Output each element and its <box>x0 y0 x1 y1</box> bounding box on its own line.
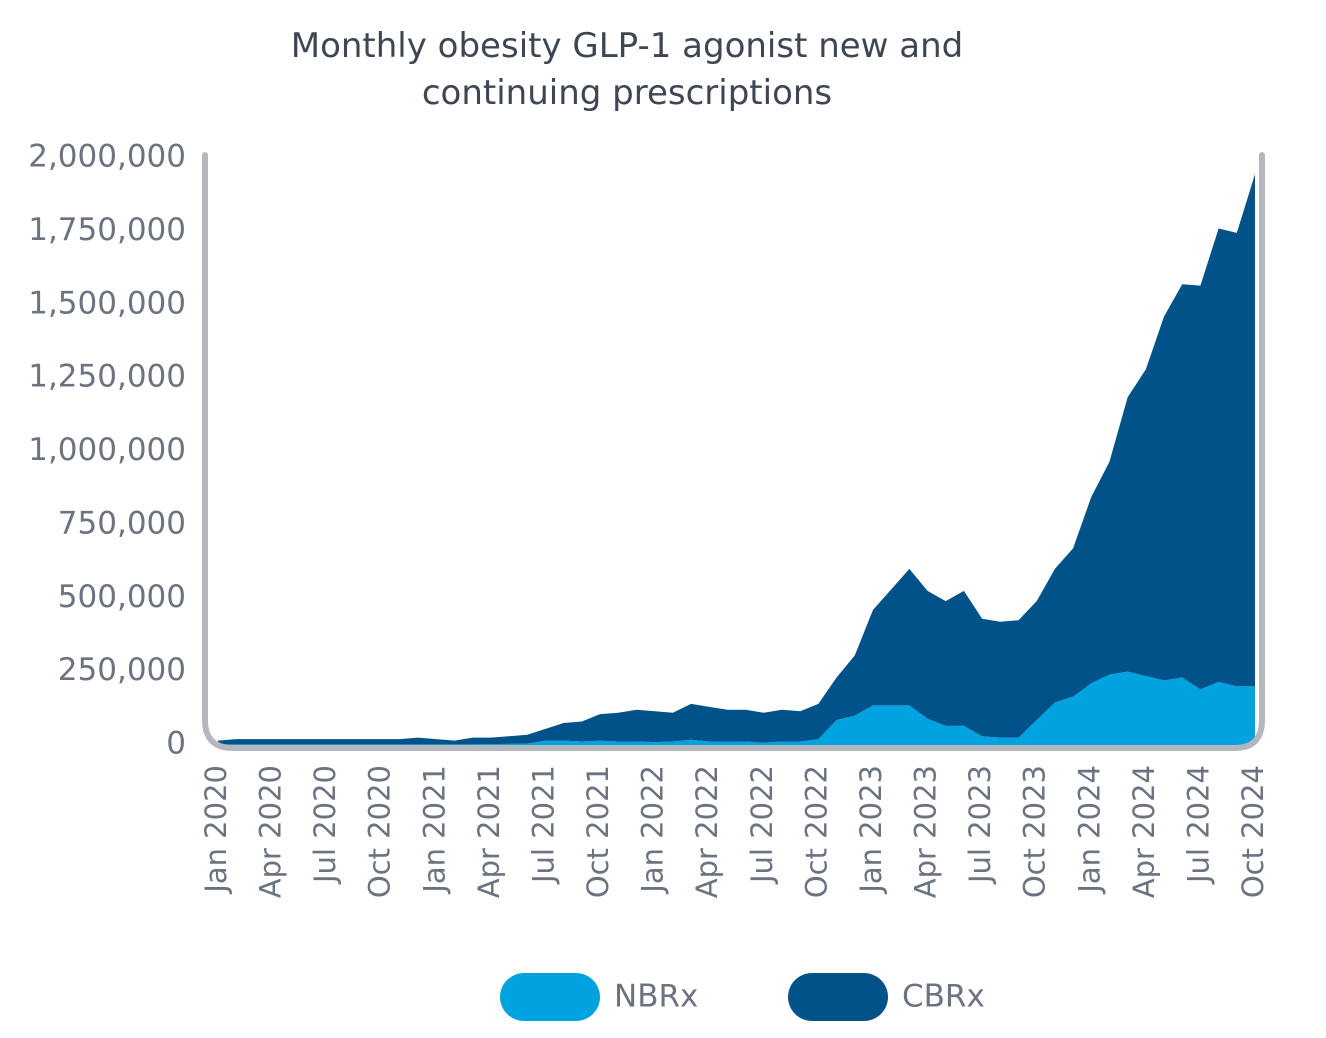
x-tick-label: Oct 2024 <box>1236 765 1270 898</box>
y-tick-label: 1,500,000 <box>28 285 186 321</box>
x-tick-label: Jul 2023 <box>963 765 997 885</box>
legend-swatch <box>500 973 600 1021</box>
y-tick-label: 1,750,000 <box>28 212 186 248</box>
x-tick-label: Jan 2021 <box>417 765 451 895</box>
x-tick-label: Jan 2022 <box>636 765 670 895</box>
chart-title: Monthly obesity GLP-1 agonist new and <box>291 26 964 66</box>
y-tick-label: 1,250,000 <box>28 359 186 395</box>
axis-frame <box>202 152 1265 751</box>
x-tick-label: Apr 2023 <box>909 765 943 898</box>
x-tick-label: Apr 2020 <box>254 765 288 898</box>
area <box>218 671 1255 745</box>
x-tick-label: Apr 2022 <box>690 765 724 898</box>
x-tick-label: Jul 2024 <box>1181 765 1215 885</box>
x-tick-label: Jan 2024 <box>1072 765 1106 895</box>
x-tick-label: Jul 2021 <box>526 765 560 885</box>
x-tick-label: Oct 2022 <box>799 765 833 898</box>
x-tick-label: Apr 2021 <box>472 765 506 898</box>
y-tick-label: 1,000,000 <box>28 432 186 468</box>
x-tick-label: Jan 2020 <box>199 765 233 895</box>
legend-swatch <box>788 973 888 1021</box>
x-tick-label: Jan 2023 <box>854 765 888 895</box>
x-tick-label: Apr 2024 <box>1127 765 1161 898</box>
y-tick-label: 250,000 <box>58 652 186 688</box>
legend-label: NBRx <box>614 979 698 1015</box>
x-tick-label: Jul 2022 <box>745 765 779 885</box>
chart-title: continuing prescriptions <box>422 73 832 113</box>
area <box>218 174 1255 745</box>
y-tick-label: 750,000 <box>58 505 186 541</box>
y-tick-label: 0 <box>166 726 186 762</box>
x-tick-label: Oct 2020 <box>363 765 397 898</box>
y-tick-label: 500,000 <box>58 579 186 615</box>
x-tick-label: Jul 2020 <box>308 765 342 885</box>
y-tick-label: 2,000,000 <box>28 139 186 175</box>
x-tick-label: Oct 2021 <box>581 765 615 898</box>
x-tick-label: Oct 2023 <box>1018 765 1052 898</box>
legend-label: CBRx <box>902 979 985 1015</box>
